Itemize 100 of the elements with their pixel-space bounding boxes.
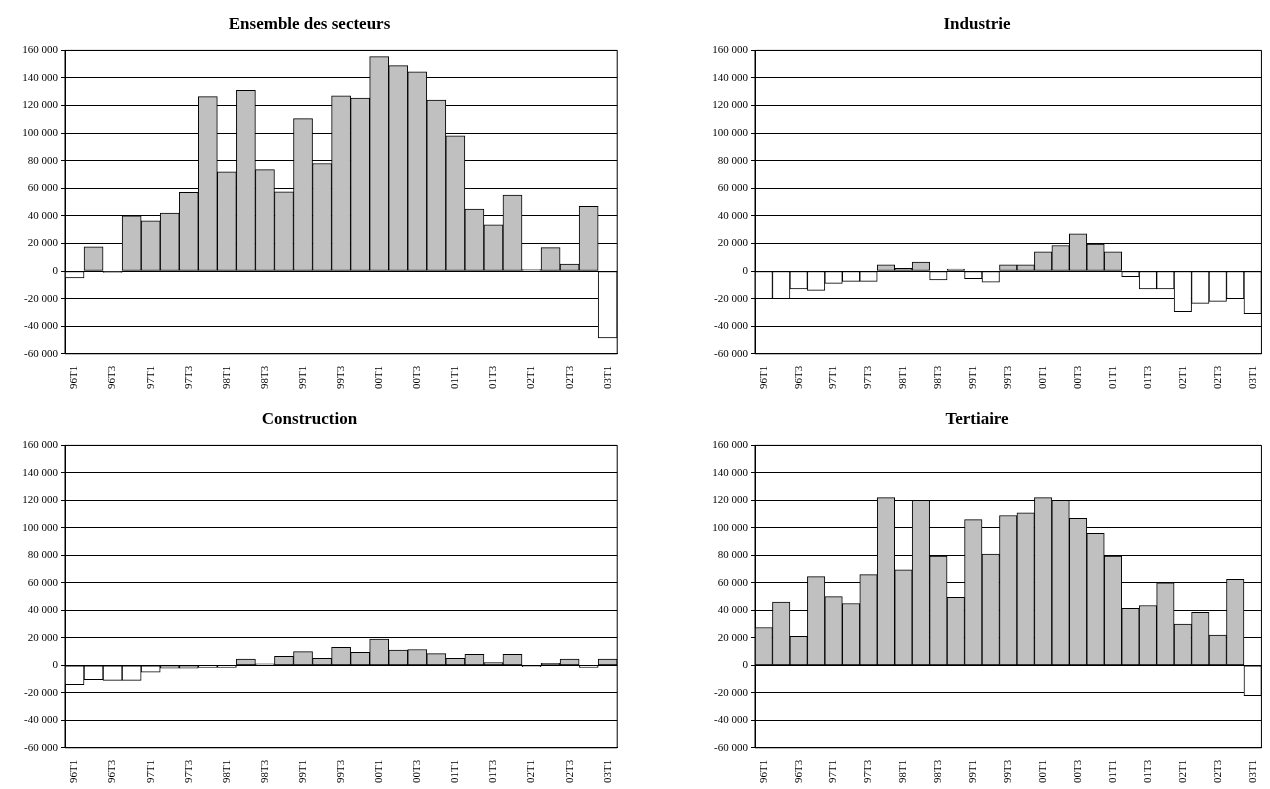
x-tick-label: 96T1 <box>756 759 769 784</box>
x-tick-label: 96T3 <box>105 759 118 784</box>
x-tick-label: 99T3 <box>334 759 346 784</box>
x-tick-label: 00T3 <box>1070 759 1083 784</box>
x-tick-label: 98T3 <box>257 365 270 390</box>
x-tick-label: 96T3 <box>105 365 118 390</box>
x-tick-label: 96T1 <box>67 365 80 390</box>
y-tick-label: -40 000 <box>24 319 59 332</box>
x-tick-label: 98T1 <box>896 365 909 390</box>
x-tick-label: 97T1 <box>143 759 156 784</box>
y-tick-label: 20 000 <box>27 236 59 249</box>
x-tick-label: 01T1 <box>1105 759 1118 784</box>
x-tick-label: 01T3 <box>486 759 499 784</box>
x-tick-label: 97T1 <box>826 759 839 784</box>
x-tick-label: 96T1 <box>756 365 769 390</box>
x-tick-label: 02T1 <box>1175 759 1188 784</box>
x-tick-label: 03T1 <box>600 759 613 784</box>
y-tick-label: 40 000 <box>27 603 59 616</box>
x-tick-label: 02T3 <box>1210 759 1223 784</box>
y-tick-label: 120 000 <box>712 493 749 506</box>
x-tick-label: 98T1 <box>219 759 232 784</box>
x-tick-label: 97T3 <box>861 759 874 784</box>
y-tick-label: 20 000 <box>717 630 749 643</box>
y-tick-label: -20 000 <box>24 685 59 698</box>
x-tick-label: 00T3 <box>410 759 423 784</box>
x-tick-label: 01T1 <box>1105 365 1118 390</box>
y-tick-label: -20 000 <box>714 685 749 698</box>
x-tick-label: 98T3 <box>931 365 944 390</box>
chart-title: Construction <box>261 408 358 428</box>
x-tick-label: 00T1 <box>372 365 385 390</box>
x-tick-label: 99T3 <box>334 365 346 390</box>
x-tick-label: 01T3 <box>1140 365 1153 390</box>
y-tick-label: 120 000 <box>22 493 59 506</box>
x-tick-label: 03T1 <box>1245 365 1258 390</box>
y-tick-label: 80 000 <box>27 548 59 561</box>
x-tick-label: 99T3 <box>1001 365 1014 390</box>
y-tick-label: 80 000 <box>717 153 749 166</box>
x-tick-label: 02T1 <box>524 365 537 390</box>
y-tick-label: 160 000 <box>22 43 59 56</box>
y-tick-label: -40 000 <box>24 713 59 726</box>
x-tick-label: 97T1 <box>826 365 839 390</box>
x-tick-label: 03T1 <box>1245 759 1258 784</box>
y-tick-label: 160 000 <box>712 43 749 56</box>
x-tick-label: 97T1 <box>143 365 156 390</box>
y-tick-label: 20 000 <box>717 236 749 249</box>
x-tick-label: 02T1 <box>524 759 537 784</box>
y-tick-label: -60 000 <box>24 740 59 753</box>
y-tick-label: 100 000 <box>22 520 59 533</box>
y-tick-label: 60 000 <box>717 575 749 588</box>
x-tick-label: 01T3 <box>1140 759 1153 784</box>
chart-title: Ensemble des secteurs <box>228 13 391 33</box>
chart-title: Tertiaire <box>945 408 1010 428</box>
y-tick-label: -40 000 <box>714 713 749 726</box>
y-tick-label: 100 000 <box>22 126 59 139</box>
y-tick-label: 140 000 <box>712 465 749 478</box>
x-tick-label: 97T3 <box>181 759 194 784</box>
x-tick-label: 00T1 <box>1036 759 1049 784</box>
y-tick-label: -20 000 <box>714 291 749 304</box>
y-tick-label: 100 000 <box>712 520 749 533</box>
y-tick-label: 40 000 <box>717 603 749 616</box>
y-tick-label: 60 000 <box>27 181 59 194</box>
y-tick-label: 80 000 <box>27 153 59 166</box>
y-tick-label: -60 000 <box>714 346 749 359</box>
y-tick-label: 0 <box>52 658 59 671</box>
y-tick-label: -20 000 <box>24 291 59 304</box>
y-tick-label: 40 000 <box>27 208 59 221</box>
y-tick-label: 60 000 <box>27 575 59 588</box>
chart-title: Industrie <box>943 13 1011 33</box>
x-tick-label: 00T3 <box>410 365 423 390</box>
y-tick-label: 100 000 <box>712 126 749 139</box>
y-tick-label: 140 000 <box>22 70 59 83</box>
y-tick-label: 120 000 <box>712 98 749 111</box>
x-tick-label: 01T3 <box>486 365 499 390</box>
x-tick-label: 96T3 <box>791 759 804 784</box>
y-tick-label: -60 000 <box>714 740 749 753</box>
y-tick-label: 160 000 <box>22 438 59 451</box>
x-tick-label: 97T3 <box>861 365 874 390</box>
y-tick-label: 160 000 <box>712 438 749 451</box>
y-tick-label: 140 000 <box>22 465 59 478</box>
y-tick-label: 80 000 <box>717 548 749 561</box>
x-tick-label: 02T3 <box>1210 365 1223 390</box>
y-tick-label: -40 000 <box>714 319 749 332</box>
y-tick-label: 0 <box>52 263 59 276</box>
x-tick-label: 98T1 <box>219 365 232 390</box>
x-tick-label: 98T3 <box>257 759 270 784</box>
x-tick-label: 02T3 <box>562 365 575 390</box>
x-tick-label: 96T3 <box>791 365 804 390</box>
x-tick-label: 00T1 <box>372 759 385 784</box>
x-tick-label: 97T3 <box>181 365 194 390</box>
x-tick-label: 03T1 <box>600 365 613 390</box>
x-tick-label: 98T3 <box>931 759 944 784</box>
x-tick-label: 02T1 <box>1175 365 1188 390</box>
y-tick-label: 0 <box>742 263 749 276</box>
x-tick-label: 00T3 <box>1070 365 1083 390</box>
x-tick-label: 00T1 <box>1036 365 1049 390</box>
y-tick-label: 140 000 <box>712 70 749 83</box>
x-tick-label: 99T1 <box>295 365 308 390</box>
y-tick-label: 0 <box>742 658 749 671</box>
y-tick-label: 60 000 <box>717 181 749 194</box>
y-tick-label: 40 000 <box>717 208 749 221</box>
